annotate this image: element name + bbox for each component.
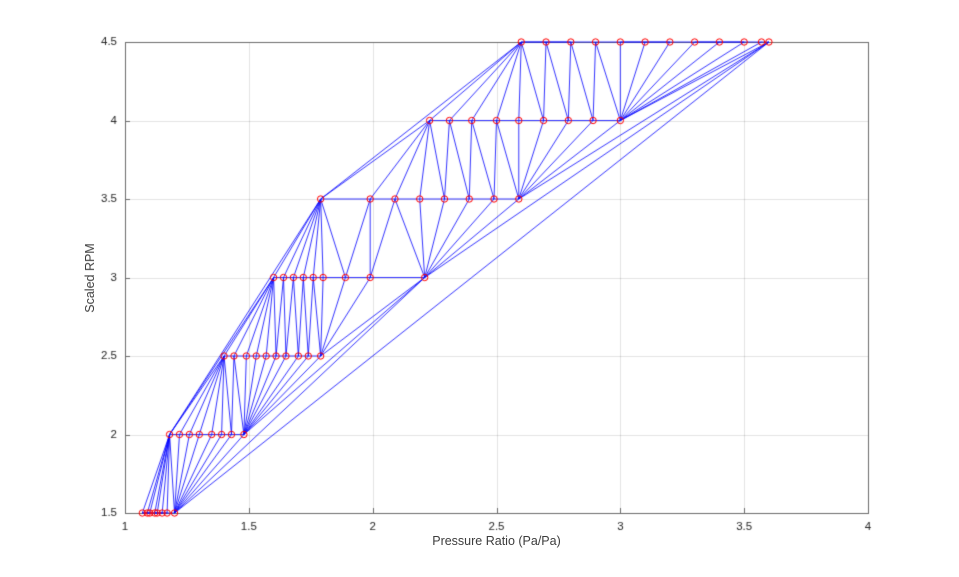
triangulation-plot-canvas <box>0 0 959 577</box>
matlab-figure: Pressure Ratio (Pa/Pa) Scaled RPM <box>0 0 959 577</box>
